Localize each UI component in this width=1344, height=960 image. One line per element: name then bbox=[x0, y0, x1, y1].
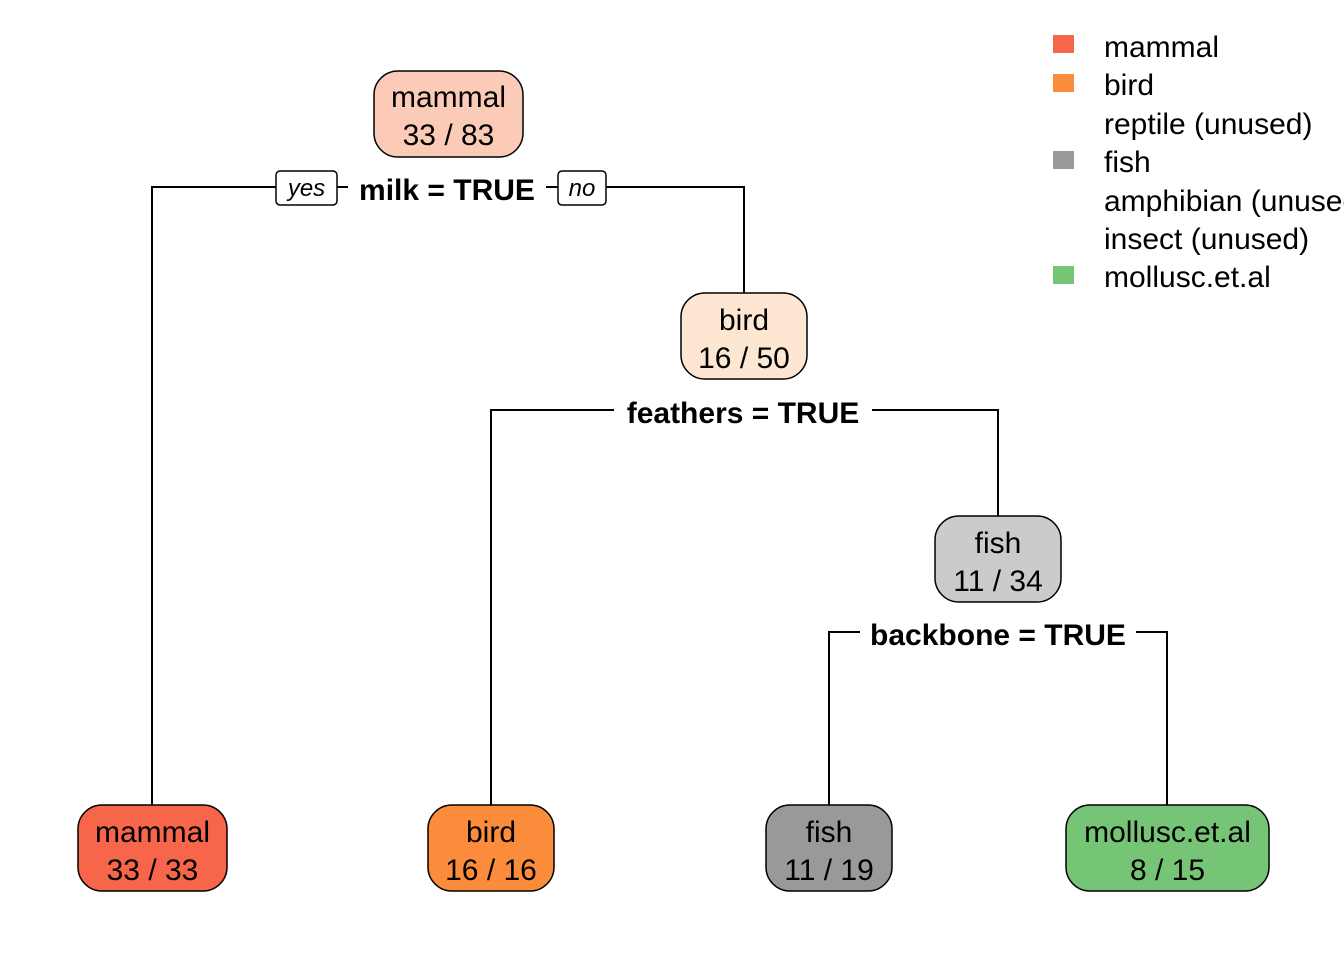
split-feathers-label: feathers = TRUE bbox=[627, 397, 860, 430]
legend-swatch-mollusc bbox=[1053, 266, 1074, 284]
legend-swatch-bird bbox=[1053, 74, 1074, 92]
legend-label-bird: bird bbox=[1104, 69, 1154, 102]
leaf-class-label: mammal bbox=[95, 816, 210, 849]
leaf-count-label: 11 / 19 bbox=[784, 854, 874, 887]
branch-no-box: no bbox=[557, 170, 607, 206]
legend-label-reptile: reptile (unused) bbox=[1104, 108, 1312, 141]
node-class-label: bird bbox=[719, 304, 769, 337]
leaf-class-label: mollusc.et.al bbox=[1084, 816, 1251, 849]
leaf-mammal: mammal 33 / 33 bbox=[77, 804, 228, 892]
legend-label-mammal: mammal bbox=[1104, 31, 1219, 64]
split-backbone-label: backbone = TRUE bbox=[870, 619, 1126, 652]
node-count-label: 33 / 83 bbox=[403, 119, 495, 152]
leaf-count-label: 8 / 15 bbox=[1130, 854, 1205, 887]
legend-label-mollusc: mollusc.et.al bbox=[1104, 261, 1271, 294]
branch-yes-box: yes bbox=[275, 170, 338, 206]
leaf-count-label: 33 / 33 bbox=[107, 854, 199, 887]
leaf-count-label: 16 / 16 bbox=[445, 854, 537, 887]
edge-fish-right bbox=[1136, 631, 1168, 805]
legend-label-amphibian: amphibian (unused) bbox=[1104, 185, 1344, 218]
node-class-label: fish bbox=[975, 527, 1022, 560]
tree-edges bbox=[151, 186, 1168, 805]
edge-fish-left bbox=[828, 631, 860, 805]
leaf-fish: fish 11 / 19 bbox=[765, 804, 893, 892]
node-bird: bird 16 / 50 bbox=[680, 292, 808, 380]
legend-swatch-mammal bbox=[1053, 35, 1074, 53]
legend-label-fish: fish bbox=[1104, 146, 1151, 179]
node-root: mammal 33 / 83 bbox=[373, 70, 524, 158]
branch-yes-label: yes bbox=[286, 175, 325, 202]
edge-bird-right bbox=[872, 409, 999, 516]
legend-label-insect: insect (unused) bbox=[1104, 223, 1309, 256]
branch-no-label: no bbox=[569, 175, 596, 202]
leaf-class-label: fish bbox=[806, 816, 853, 849]
legend-swatch-fish bbox=[1053, 151, 1074, 169]
node-fish: fish 11 / 34 bbox=[934, 515, 1062, 603]
leaf-class-label: bird bbox=[466, 816, 516, 849]
node-class-label: mammal bbox=[391, 81, 506, 114]
split-milk-label: milk = TRUE bbox=[359, 174, 535, 207]
node-count-label: 16 / 50 bbox=[698, 342, 790, 375]
node-count-label: 11 / 34 bbox=[953, 565, 1043, 598]
legend: mammal bird reptile (unused) fish amphib… bbox=[1053, 31, 1344, 294]
leaf-mollusc: mollusc.et.al 8 / 15 bbox=[1065, 804, 1270, 892]
edge-bird-left bbox=[490, 409, 614, 805]
edge-root-left bbox=[151, 186, 276, 805]
edge-root-right bbox=[606, 186, 745, 293]
leaf-bird: bird 16 / 16 bbox=[427, 804, 555, 892]
